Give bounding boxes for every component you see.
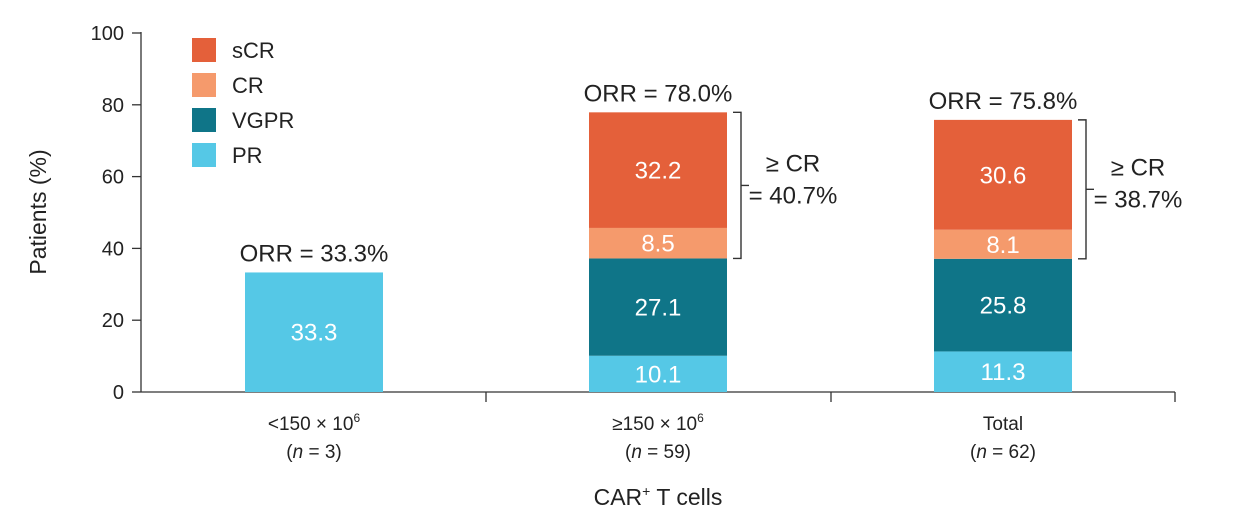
bar-segment-vgpr bbox=[589, 258, 727, 356]
bracket-label: ≥ CR bbox=[1111, 154, 1166, 181]
data-label-pr: 11.3 bbox=[981, 359, 1026, 386]
data-label-vgpr: 25.8 bbox=[980, 293, 1027, 320]
legend-label-scr: sCR bbox=[232, 38, 275, 63]
category-n-label: (n = 62) bbox=[970, 442, 1036, 463]
legend-label-cr: CR bbox=[232, 73, 264, 98]
category-n-label: (n = 3) bbox=[286, 442, 341, 463]
bar-segment-cr bbox=[934, 229, 1072, 259]
data-label-scr: 32.2 bbox=[635, 158, 682, 185]
orr-label: ORR = 75.8% bbox=[929, 88, 1078, 115]
y-tick-label: 80 bbox=[102, 95, 124, 117]
y-tick-label: 100 bbox=[91, 23, 124, 45]
legend-label-vgpr: VGPR bbox=[232, 108, 294, 133]
bar-segment-pr bbox=[245, 272, 383, 392]
y-tick-label: 0 bbox=[113, 382, 124, 404]
data-label-scr: 30.6 bbox=[980, 162, 1027, 189]
legend-swatch-pr bbox=[192, 143, 216, 167]
legend-swatch-scr bbox=[192, 38, 216, 62]
data-label-pr: 33.3 bbox=[291, 320, 338, 347]
y-axis-title: Patients (%) bbox=[25, 149, 51, 274]
category-label: ≥150 × 106 bbox=[612, 411, 704, 435]
legend-swatch-cr bbox=[192, 73, 216, 97]
orr-label: ORR = 33.3% bbox=[240, 240, 389, 267]
orr-label: ORR = 78.0% bbox=[584, 80, 733, 107]
bar-segment-scr bbox=[589, 112, 727, 228]
bar-segment-pr bbox=[589, 355, 727, 392]
category-label: <150 × 106 bbox=[268, 411, 361, 435]
y-tick-label: 60 bbox=[102, 167, 124, 189]
bar-segment-cr bbox=[589, 227, 727, 259]
data-label-pr: 10.1 bbox=[635, 361, 682, 388]
bracket-value: = 38.7% bbox=[1094, 186, 1183, 213]
category-label: Total bbox=[983, 414, 1023, 435]
bracket-label: ≥ CR bbox=[766, 150, 821, 177]
legend-label-pr: PR bbox=[232, 143, 263, 168]
bar-segment-vgpr bbox=[934, 258, 1072, 352]
data-label-cr: 8.1 bbox=[986, 232, 1019, 259]
bar-segment-pr bbox=[934, 351, 1072, 392]
category-n-label: (n = 59) bbox=[625, 442, 691, 463]
bar-segment-scr bbox=[934, 119, 1072, 230]
legend-swatch-vgpr bbox=[192, 108, 216, 132]
x-axis-title: CAR+ T cells bbox=[594, 483, 723, 510]
data-label-vgpr: 27.1 bbox=[635, 295, 682, 322]
bracket bbox=[733, 111, 749, 260]
y-tick-label: 40 bbox=[102, 238, 124, 260]
data-label-cr: 8.5 bbox=[641, 231, 674, 258]
y-tick-label: 20 bbox=[102, 310, 124, 332]
bracket-value: = 40.7% bbox=[749, 182, 838, 209]
bracket bbox=[1078, 119, 1094, 260]
